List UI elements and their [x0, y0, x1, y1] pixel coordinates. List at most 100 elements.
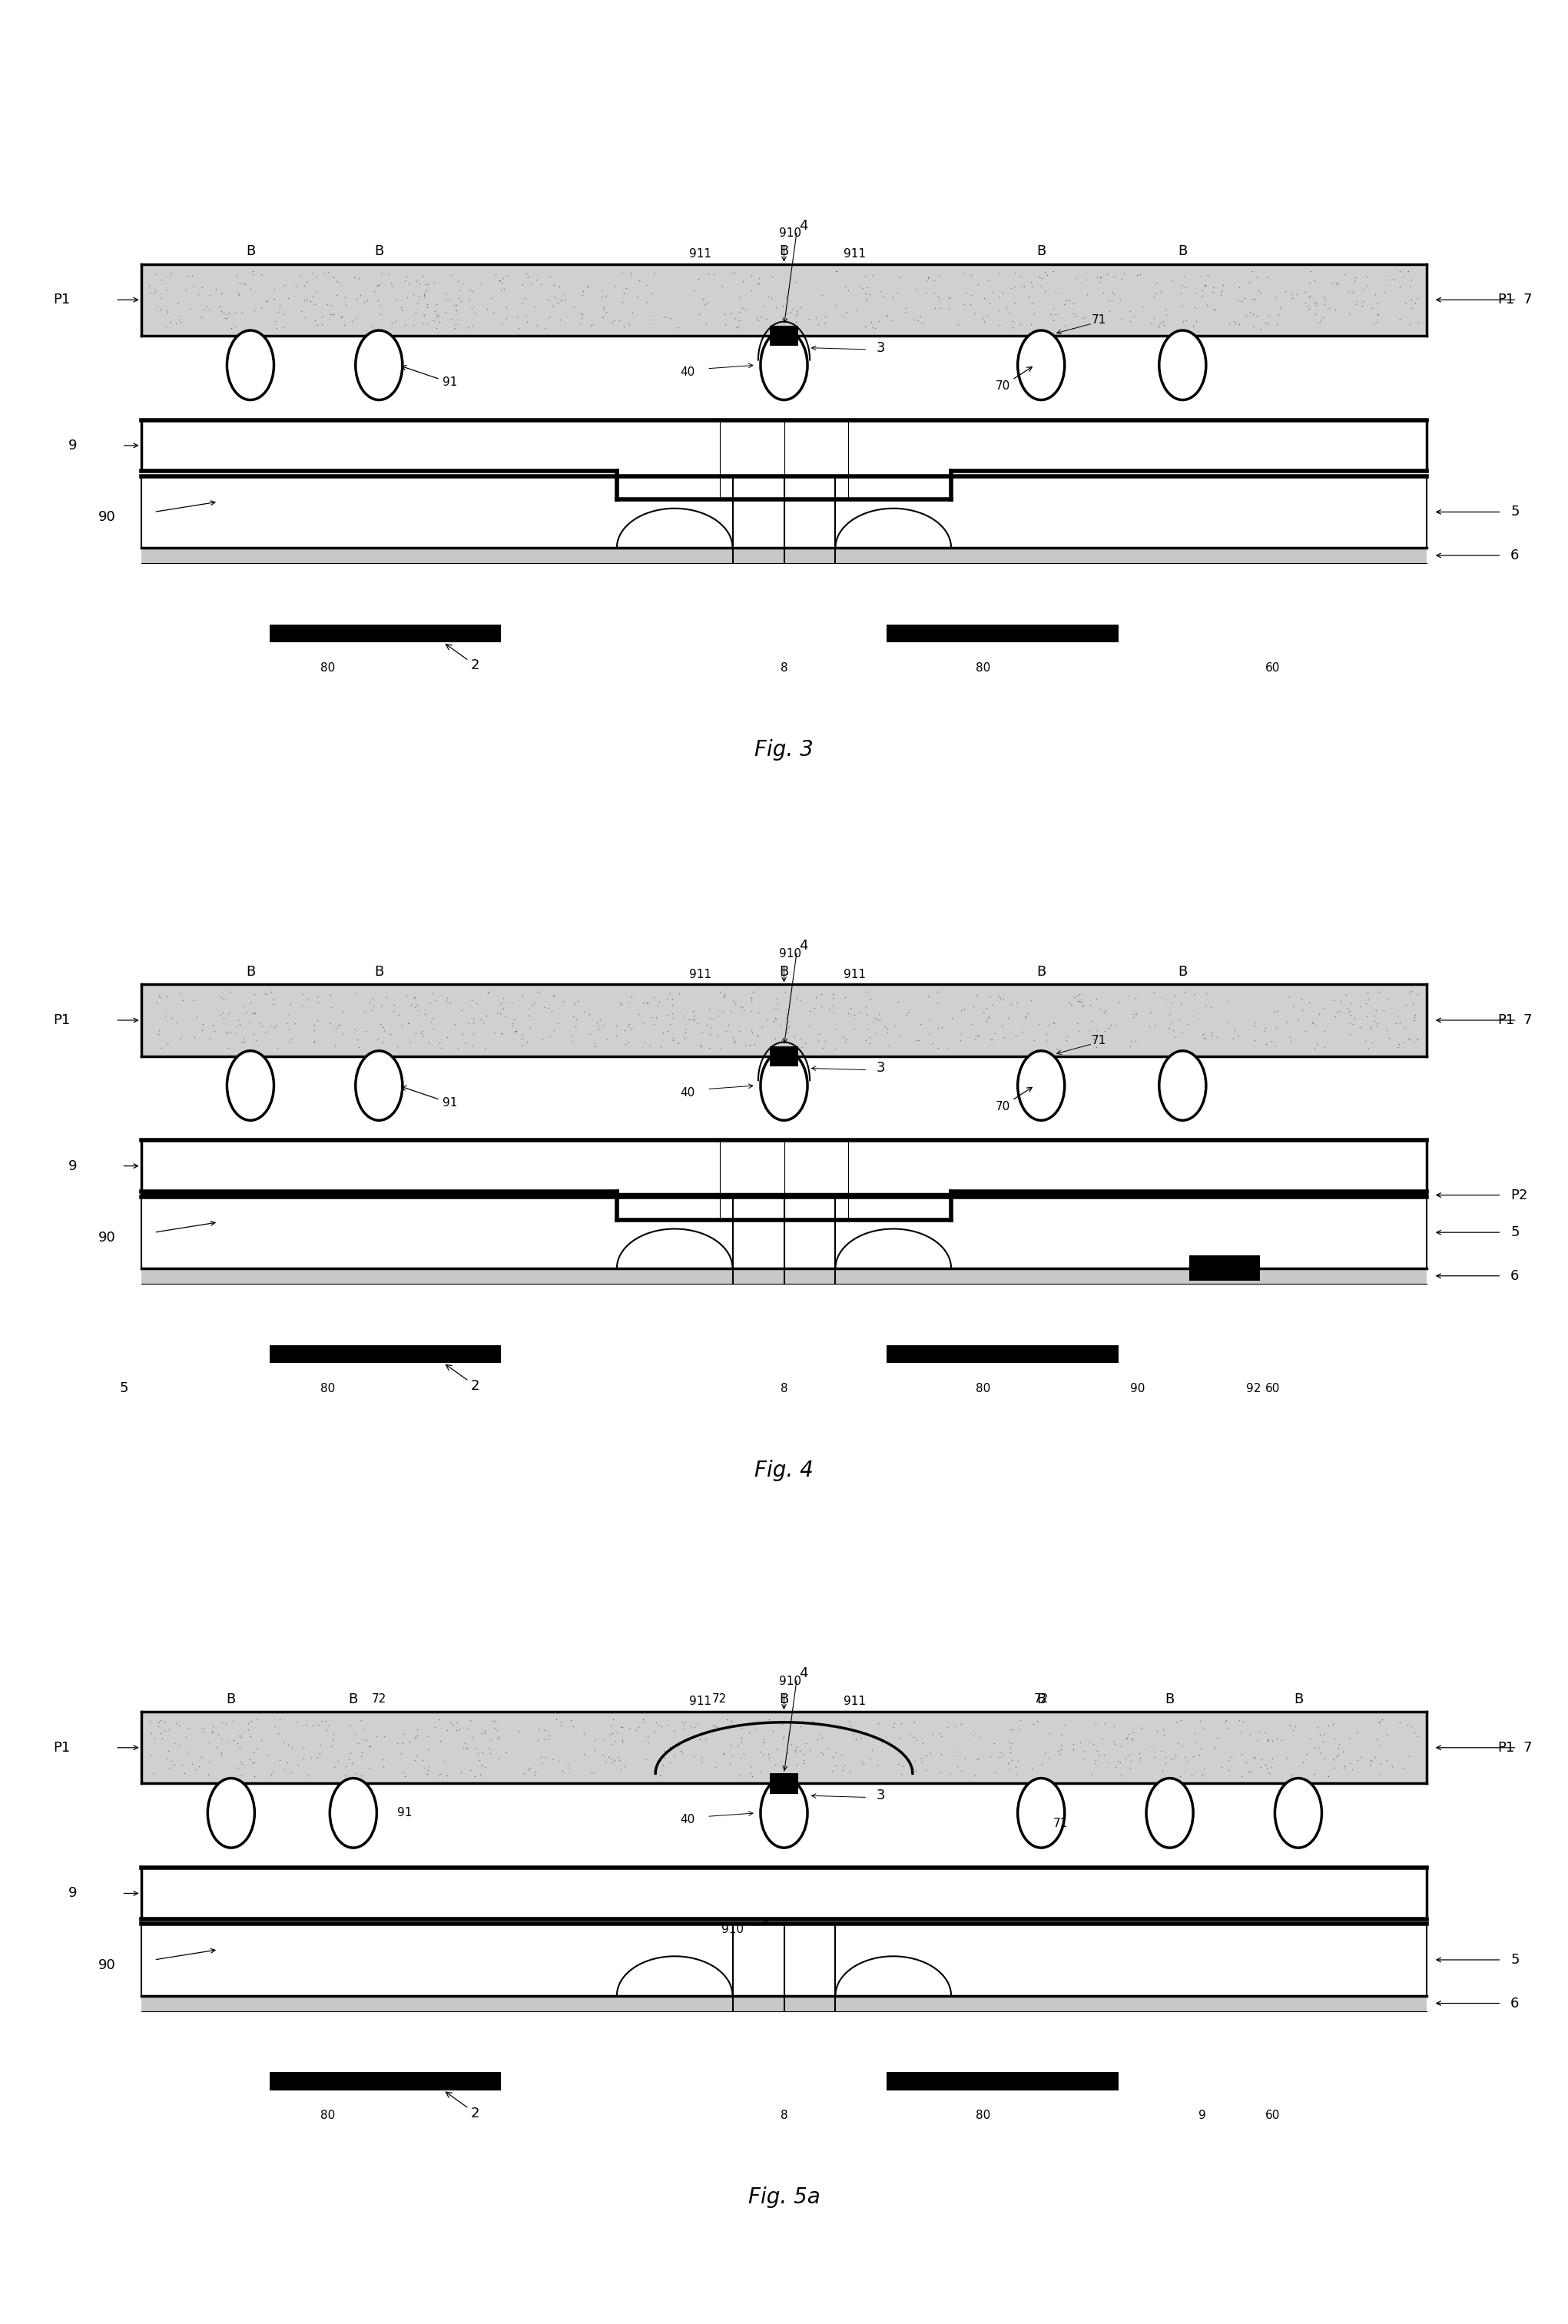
Point [1377, 981, 1402, 1018]
Point [925, 983, 950, 1020]
Bar [270, 625, 502, 641]
Point [459, 290, 485, 328]
Point [1057, 281, 1082, 318]
Point [510, 1016, 535, 1053]
Point [472, 1715, 497, 1752]
Point [1091, 274, 1116, 311]
Point [1010, 267, 1035, 304]
Point [260, 1752, 285, 1789]
Point [946, 304, 971, 342]
Point [1145, 265, 1170, 302]
Point [1118, 1743, 1143, 1780]
Point [310, 1701, 336, 1738]
Point [1201, 290, 1226, 328]
Point [823, 1734, 848, 1771]
Point [403, 1720, 428, 1757]
Point [1047, 1731, 1073, 1769]
Point [558, 1701, 583, 1738]
Point [590, 279, 615, 316]
Point [1358, 1743, 1383, 1780]
Point [475, 974, 500, 1011]
Point [1171, 1738, 1196, 1776]
Point [928, 1717, 953, 1755]
Circle shape [760, 1778, 808, 1848]
Point [1165, 1703, 1190, 1741]
Point [147, 978, 172, 1016]
Point [820, 988, 845, 1025]
Point [1066, 983, 1091, 1020]
Point [196, 1757, 221, 1794]
Point [880, 279, 905, 316]
Point [533, 1738, 558, 1776]
Point [1297, 265, 1322, 302]
Point [580, 307, 605, 344]
Point [731, 992, 756, 1030]
Point [1386, 1030, 1411, 1067]
Point [1399, 974, 1424, 1011]
Point [704, 1708, 729, 1745]
Point [549, 1703, 574, 1741]
Point [176, 1734, 201, 1771]
Point [532, 1710, 557, 1748]
Point [215, 1013, 240, 1050]
Point [332, 1748, 358, 1785]
Point [986, 307, 1011, 344]
Point [212, 300, 237, 337]
Bar [141, 265, 1427, 335]
Point [301, 1023, 326, 1060]
Point [1209, 277, 1234, 314]
Point [141, 274, 166, 311]
Point [655, 1706, 681, 1743]
Point [386, 997, 411, 1034]
Point [1041, 290, 1066, 328]
Point [701, 256, 726, 293]
Point [1102, 1727, 1127, 1764]
Point [262, 1708, 287, 1745]
Point [681, 1002, 706, 1039]
Point [198, 277, 223, 314]
Point [651, 1748, 676, 1785]
Point [626, 263, 651, 300]
Point [590, 290, 615, 328]
Point [881, 1703, 906, 1741]
Point [859, 309, 884, 346]
Point [390, 1724, 416, 1762]
Point [472, 1030, 497, 1067]
Point [858, 1025, 883, 1062]
Point [502, 1002, 527, 1039]
Point [715, 1701, 740, 1738]
Point [378, 265, 403, 302]
Point [770, 1706, 795, 1743]
Point [510, 1020, 535, 1057]
Point [909, 1743, 935, 1780]
Point [887, 1720, 913, 1757]
Point [939, 999, 964, 1037]
Point [483, 256, 508, 293]
Point [463, 1731, 488, 1769]
Point [1353, 985, 1378, 1023]
Point [1336, 295, 1361, 332]
Point [1041, 1004, 1066, 1041]
Point [920, 1025, 946, 1062]
Point [1069, 981, 1094, 1018]
Point [516, 997, 541, 1034]
Point [855, 995, 880, 1032]
Point [1082, 1741, 1107, 1778]
Point [685, 1004, 710, 1041]
Point [822, 995, 847, 1032]
Point [1094, 256, 1120, 293]
Point [1392, 1009, 1417, 1046]
Point [997, 1734, 1022, 1771]
Point [1121, 1715, 1146, 1752]
Point [604, 1006, 629, 1043]
Point [666, 1727, 691, 1764]
Point [409, 295, 434, 332]
Point [1083, 1706, 1109, 1743]
Point [282, 1004, 307, 1041]
Point [855, 281, 880, 318]
Point [1290, 992, 1316, 1030]
Point [1388, 267, 1413, 304]
Point [215, 1016, 240, 1053]
Text: 60: 60 [1265, 1383, 1279, 1394]
Point [467, 1757, 492, 1794]
